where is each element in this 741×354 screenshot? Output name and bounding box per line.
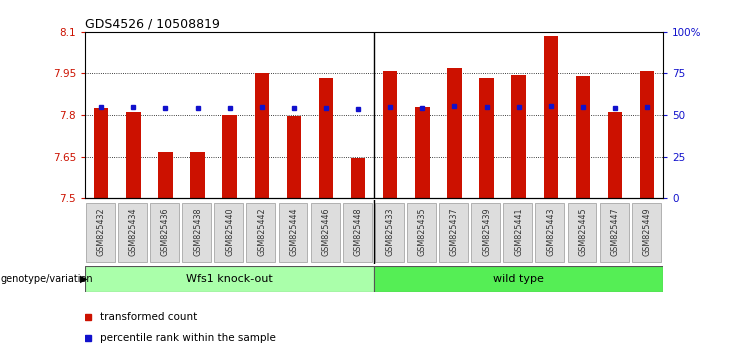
Text: GSM825434: GSM825434 [129, 207, 138, 256]
FancyBboxPatch shape [343, 202, 372, 262]
Bar [287, 116, 301, 198]
FancyBboxPatch shape [279, 202, 308, 262]
Bar [576, 76, 590, 198]
FancyBboxPatch shape [374, 266, 663, 292]
Bar [383, 71, 397, 198]
Text: percentile rank within the sample: percentile rank within the sample [99, 333, 276, 343]
Bar [448, 68, 462, 198]
Text: GSM825433: GSM825433 [386, 207, 395, 256]
Bar [351, 158, 365, 198]
Bar [544, 36, 558, 198]
FancyBboxPatch shape [86, 202, 115, 262]
Text: GSM825432: GSM825432 [97, 207, 106, 256]
Text: GSM825436: GSM825436 [161, 207, 170, 256]
Bar [126, 112, 141, 198]
Bar [222, 115, 237, 198]
Text: GSM825442: GSM825442 [257, 207, 266, 256]
Text: genotype/variation: genotype/variation [1, 274, 93, 284]
FancyBboxPatch shape [503, 202, 532, 262]
FancyBboxPatch shape [599, 202, 628, 262]
Bar [94, 108, 108, 198]
FancyBboxPatch shape [310, 202, 339, 262]
Bar [319, 78, 333, 198]
Bar [608, 112, 622, 198]
Bar [479, 78, 494, 198]
Text: wild type: wild type [494, 274, 544, 284]
Text: GSM825439: GSM825439 [482, 207, 491, 256]
Text: GSM825441: GSM825441 [514, 207, 523, 256]
Text: GDS4526 / 10508819: GDS4526 / 10508819 [85, 18, 220, 31]
FancyBboxPatch shape [439, 202, 468, 262]
Text: ▶: ▶ [80, 274, 87, 284]
Bar [640, 71, 654, 198]
Text: GSM825447: GSM825447 [611, 207, 619, 256]
Text: GSM825444: GSM825444 [290, 207, 299, 256]
FancyBboxPatch shape [568, 202, 597, 262]
FancyBboxPatch shape [632, 202, 661, 262]
Text: GSM825449: GSM825449 [642, 207, 651, 256]
Bar [255, 73, 269, 198]
Text: GSM825448: GSM825448 [353, 207, 362, 256]
Text: transformed count: transformed count [99, 312, 197, 322]
Bar [511, 75, 526, 198]
FancyBboxPatch shape [471, 202, 500, 262]
Text: GSM825445: GSM825445 [579, 207, 588, 256]
FancyBboxPatch shape [407, 202, 436, 262]
FancyBboxPatch shape [85, 266, 374, 292]
Text: Wfs1 knock-out: Wfs1 knock-out [186, 274, 273, 284]
FancyBboxPatch shape [375, 202, 404, 262]
Text: GSM825437: GSM825437 [450, 207, 459, 256]
Text: GSM825435: GSM825435 [418, 207, 427, 256]
Bar [190, 152, 205, 198]
Text: GSM825440: GSM825440 [225, 207, 234, 256]
FancyBboxPatch shape [247, 202, 276, 262]
FancyBboxPatch shape [536, 202, 565, 262]
FancyBboxPatch shape [214, 202, 243, 262]
Text: GSM825438: GSM825438 [193, 207, 202, 256]
Text: GSM825443: GSM825443 [546, 207, 555, 256]
Text: GSM825446: GSM825446 [322, 207, 330, 256]
FancyBboxPatch shape [150, 202, 179, 262]
FancyBboxPatch shape [182, 202, 211, 262]
FancyBboxPatch shape [118, 202, 147, 262]
Bar [159, 153, 173, 198]
Bar [415, 107, 430, 198]
